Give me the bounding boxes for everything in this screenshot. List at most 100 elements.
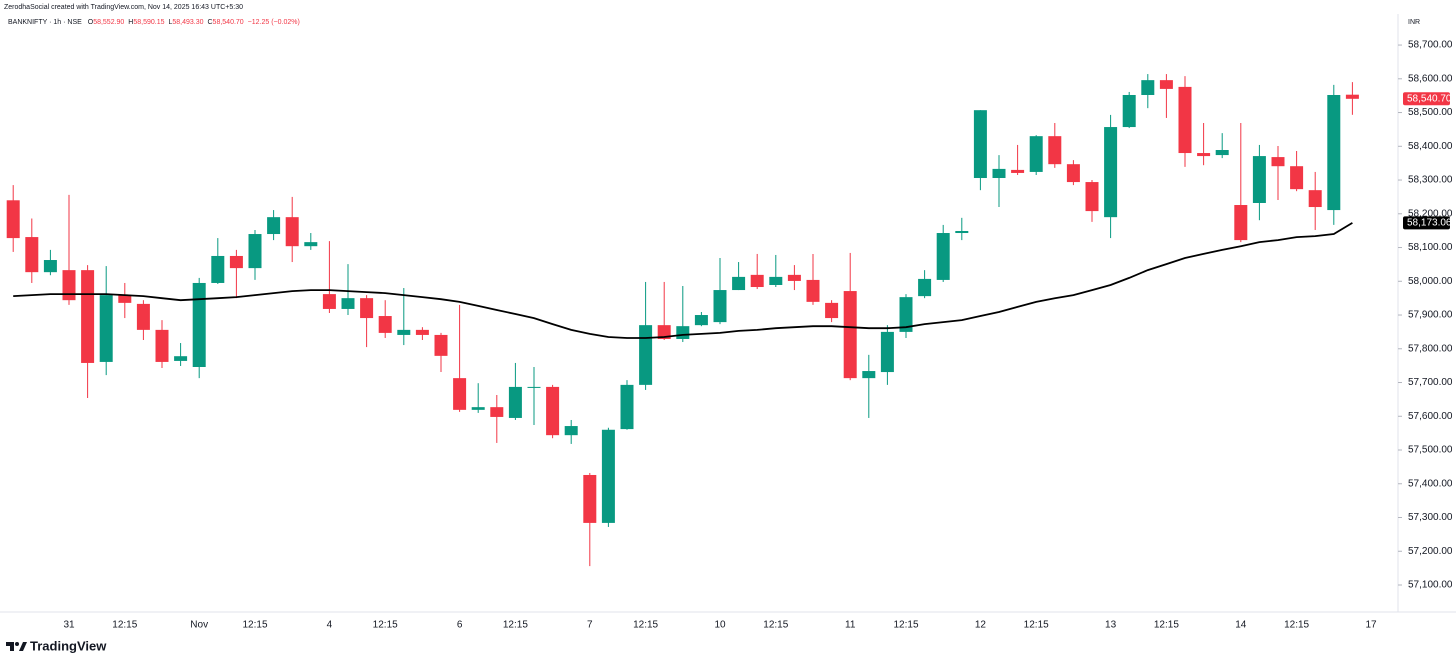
candle-body	[1290, 166, 1304, 190]
x-tick-label: 12:15	[893, 620, 918, 631]
x-tick-label: 14	[1235, 620, 1247, 631]
candle-body	[1197, 153, 1211, 157]
x-tick-label: 12:15	[242, 620, 267, 631]
candle-body	[434, 334, 448, 356]
ohlc-label: C	[207, 19, 212, 26]
last-price-label: 58,540.70	[1407, 93, 1452, 104]
candle-body	[676, 326, 690, 339]
y-tick-label: 57,100.00	[1408, 580, 1453, 591]
candle-body	[880, 331, 894, 373]
candle-body	[360, 298, 374, 319]
y-tick-label: 57,200.00	[1408, 546, 1453, 557]
x-tick-label: 17	[1365, 620, 1377, 631]
candle-body	[639, 325, 653, 385]
x-tick-label: 31	[63, 620, 75, 631]
x-tick-label: 7	[587, 620, 593, 631]
candle-body	[1048, 136, 1062, 165]
candle-body	[99, 295, 113, 362]
y-tick-label: 58,500.00	[1408, 107, 1453, 118]
x-tick-label: 12:15	[112, 620, 137, 631]
y-tick-label: 57,300.00	[1408, 512, 1453, 523]
ohlc-label: L	[168, 19, 172, 26]
y-tick-label: 58,100.00	[1408, 242, 1453, 253]
candle-body	[415, 329, 429, 335]
credit: ZerodhaSocial created with TradingView.c…	[4, 4, 243, 11]
candle-body	[1271, 157, 1285, 167]
candle-body	[508, 386, 522, 418]
candle-body	[1178, 86, 1192, 154]
x-tick-label: 12:15	[633, 620, 658, 631]
candle-body	[750, 274, 764, 288]
y-tick-label: 57,400.00	[1408, 478, 1453, 489]
candle-body	[81, 270, 95, 363]
candle-body	[918, 278, 932, 297]
ohlc-value: 58,493.30	[172, 19, 203, 26]
currency: INR	[1408, 19, 1420, 26]
brand: TradingView	[30, 638, 107, 653]
candle-body	[620, 384, 634, 430]
candle-body	[43, 260, 57, 273]
ma-price-box	[1403, 216, 1450, 230]
candle-body	[1085, 182, 1099, 212]
y-tick-label: 57,900.00	[1408, 310, 1453, 321]
candle-body	[211, 255, 225, 283]
x-tick-label: Nov	[190, 620, 208, 631]
y-tick-label: 58,200.00	[1408, 208, 1453, 219]
x-tick-label: 13	[1105, 620, 1117, 631]
x-tick-label: 12:15	[1284, 620, 1309, 631]
candle-body	[62, 270, 76, 301]
candle-body	[453, 378, 467, 410]
y-tick-label: 57,800.00	[1408, 343, 1453, 354]
ma-price-label: 58,173.06	[1407, 218, 1452, 229]
ohlc-label: O	[88, 19, 94, 26]
candle-body	[229, 255, 243, 269]
candle-body	[546, 386, 560, 436]
candle-body	[1327, 94, 1341, 211]
candle-body	[304, 242, 318, 247]
y-tick-label: 58,700.00	[1408, 40, 1453, 51]
x-tick-label: 12:15	[1154, 620, 1179, 631]
candle-body	[118, 295, 132, 303]
candle-body	[787, 274, 801, 281]
candle-body	[1029, 136, 1043, 172]
ohlc-label: H	[128, 19, 133, 26]
x-tick-label: 10	[714, 620, 726, 631]
candle-body	[1011, 169, 1025, 173]
x-tick-label: 4	[327, 620, 333, 631]
candle-body	[694, 315, 708, 326]
candle-body	[1066, 164, 1080, 183]
candle-body	[601, 429, 615, 523]
candle-body	[25, 237, 39, 273]
candle-body	[862, 371, 876, 379]
y-tick-label: 58,300.00	[1408, 175, 1453, 186]
y-tick-label: 57,700.00	[1408, 377, 1453, 388]
candle-body	[155, 329, 169, 362]
candle-body	[471, 407, 485, 410]
candle-body	[583, 474, 597, 523]
candle-body	[973, 110, 987, 179]
candle-body	[378, 316, 392, 333]
candle-body	[1122, 94, 1136, 128]
x-tick-label: 12:15	[1024, 620, 1049, 631]
y-tick-label: 58,000.00	[1408, 276, 1453, 287]
y-tick-label: 57,600.00	[1408, 411, 1453, 422]
x-tick-label: 12	[975, 620, 987, 631]
ohlc-value: 58,540.70	[213, 19, 244, 26]
candle-body	[6, 200, 20, 239]
candle-body	[174, 356, 188, 361]
y-tick-label: 58,600.00	[1408, 73, 1453, 84]
candle-body	[1104, 127, 1118, 218]
candle-body	[397, 329, 411, 335]
candle-body	[192, 282, 206, 367]
last-price-box	[1403, 92, 1450, 106]
change: −12.25 (−0.02%)	[248, 19, 300, 26]
legend: BANKNIFTY · 1h · NSE O58,552.90 H58,590.…	[8, 19, 300, 26]
candle-body	[657, 325, 671, 339]
candle-body	[732, 276, 746, 291]
candle-body	[527, 386, 541, 388]
x-tick-label: 6	[457, 620, 463, 631]
ohlc-value: 58,590.15	[133, 19, 164, 26]
ohlc-value: 58,552.90	[93, 19, 124, 26]
candle-body	[1141, 80, 1155, 95]
